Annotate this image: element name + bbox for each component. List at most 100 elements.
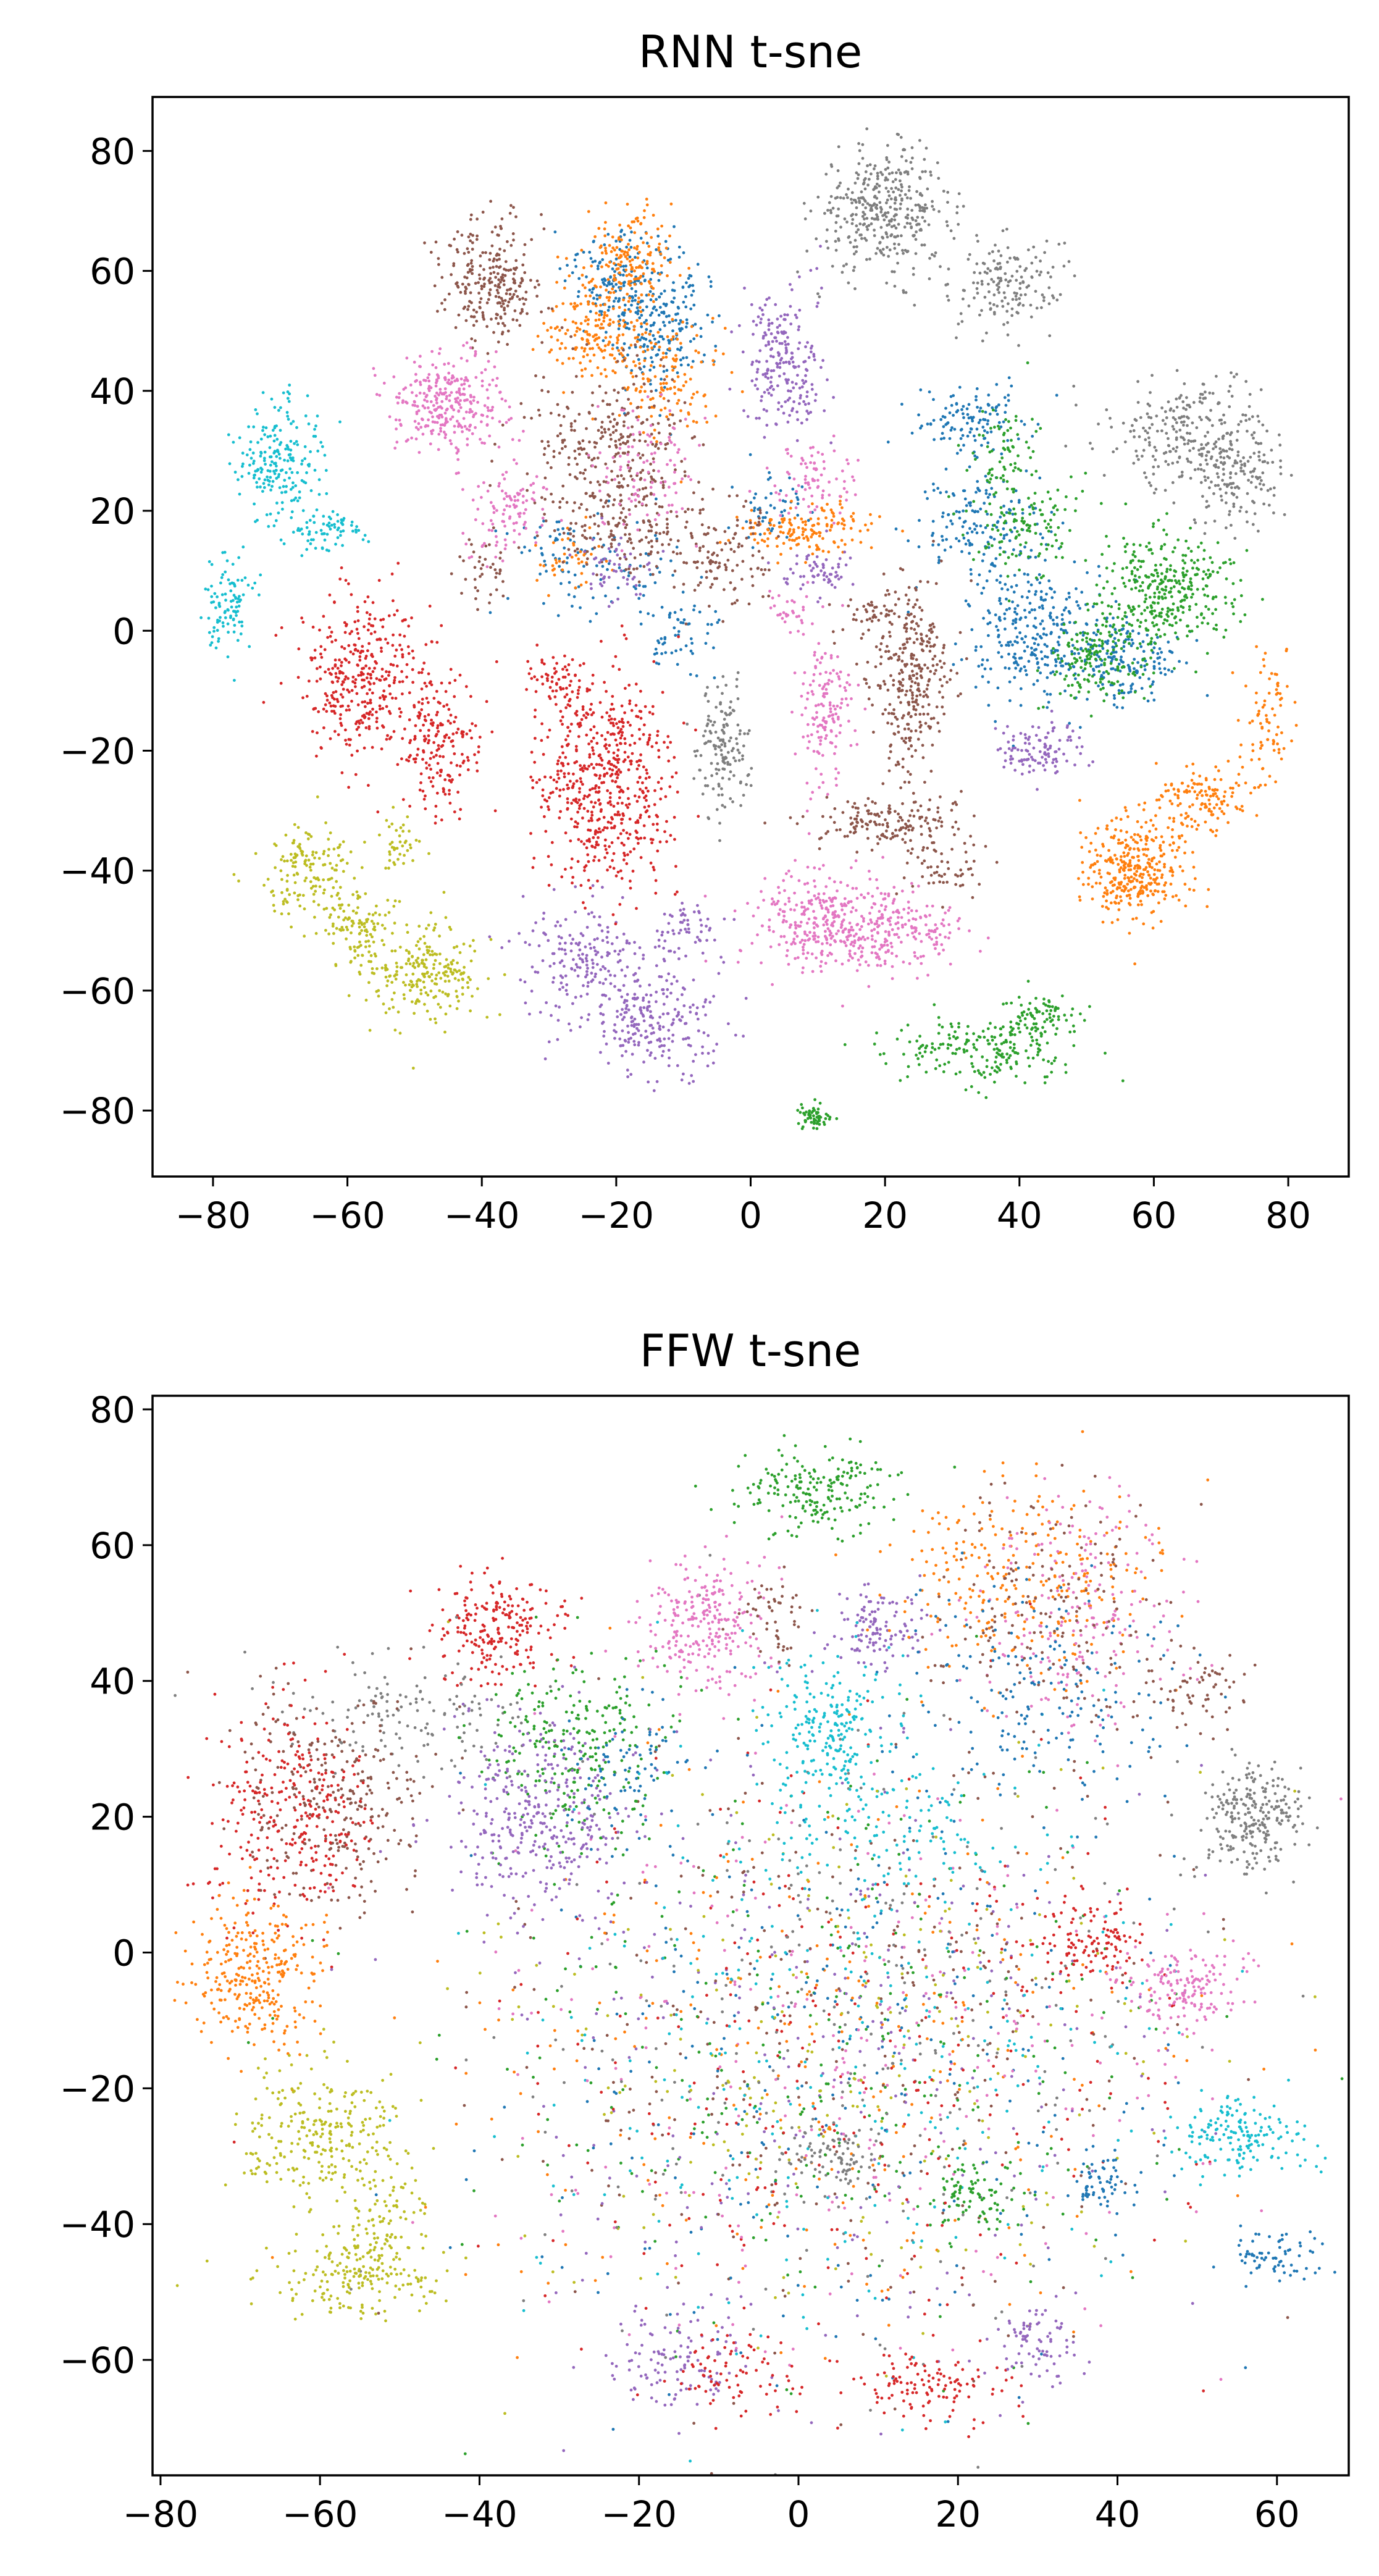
scatter-point bbox=[886, 824, 889, 828]
scatter-point bbox=[944, 416, 947, 419]
scatter-point bbox=[478, 560, 481, 563]
scatter-point bbox=[975, 645, 978, 648]
scatter-point bbox=[1177, 790, 1180, 793]
scatter-point bbox=[1041, 607, 1044, 610]
scatter-point bbox=[855, 824, 858, 828]
scatter-point bbox=[635, 416, 639, 419]
scatter-point bbox=[629, 260, 632, 263]
scatter-point bbox=[585, 563, 589, 566]
scatter-point bbox=[909, 773, 912, 776]
scatter-point bbox=[976, 287, 979, 290]
scatter-point bbox=[1020, 657, 1023, 660]
scatter-point bbox=[526, 472, 529, 476]
scatter-point bbox=[1046, 706, 1049, 709]
scatter-point bbox=[901, 249, 904, 252]
scatter-point bbox=[698, 611, 702, 614]
scatter-point bbox=[981, 283, 984, 286]
scatter-point bbox=[893, 247, 896, 250]
scatter-point bbox=[915, 622, 918, 625]
scatter-point bbox=[627, 248, 631, 251]
scatter-point bbox=[1223, 812, 1226, 815]
scatter-point bbox=[581, 448, 584, 451]
scatter-point bbox=[664, 352, 668, 355]
scatter-point bbox=[639, 553, 642, 556]
scatter-point bbox=[908, 637, 912, 640]
scatter-point bbox=[639, 564, 642, 568]
scatter-point bbox=[513, 282, 516, 285]
scatter-point bbox=[1222, 473, 1225, 476]
scatter-point bbox=[742, 527, 745, 530]
scatter-point bbox=[693, 435, 696, 438]
scatter-point bbox=[1161, 873, 1164, 876]
scatter-point bbox=[1162, 419, 1165, 422]
scatter-point bbox=[674, 319, 677, 322]
scatter-point bbox=[840, 539, 844, 542]
scatter-point bbox=[707, 718, 710, 721]
scatter-point bbox=[1063, 609, 1066, 612]
scatter-point bbox=[537, 283, 540, 287]
scatter-point bbox=[1258, 451, 1261, 454]
scatter-point bbox=[1147, 437, 1151, 440]
scatter-point bbox=[941, 684, 944, 687]
scatter-point bbox=[1096, 854, 1099, 857]
scatter-point bbox=[540, 496, 543, 499]
scatter-point bbox=[692, 492, 695, 495]
scatter-point bbox=[941, 821, 944, 824]
scatter-point bbox=[1068, 596, 1071, 599]
scatter-point bbox=[866, 529, 870, 532]
scatter-point bbox=[1220, 802, 1223, 805]
scatter-point bbox=[593, 522, 597, 526]
scatter-point bbox=[759, 509, 762, 512]
scatter-point bbox=[1194, 820, 1197, 823]
scatter-point bbox=[932, 398, 935, 401]
scatter-point bbox=[1236, 454, 1239, 457]
scatter-point bbox=[642, 498, 645, 501]
scatter-point bbox=[588, 251, 591, 254]
scatter-point bbox=[976, 387, 979, 390]
scatter-point bbox=[943, 675, 946, 678]
scatter-point bbox=[1248, 721, 1251, 724]
scatter-point bbox=[518, 298, 521, 301]
scatter-point bbox=[975, 262, 978, 266]
scatter-point bbox=[834, 230, 837, 233]
scatter-point bbox=[731, 602, 734, 605]
scatter-point bbox=[731, 371, 734, 374]
scatter-point bbox=[1013, 607, 1016, 610]
scatter-point bbox=[871, 217, 874, 220]
scatter-point bbox=[662, 389, 665, 392]
scatter-point bbox=[1111, 658, 1114, 661]
scatter-point bbox=[912, 674, 915, 677]
scatter-point bbox=[579, 550, 582, 553]
scatter-point bbox=[622, 477, 626, 480]
scatter-point bbox=[558, 329, 561, 332]
scatter-point bbox=[543, 560, 546, 563]
scatter-point bbox=[919, 388, 922, 392]
scatter-point bbox=[634, 364, 637, 367]
scatter-point bbox=[595, 573, 598, 576]
scatter-point bbox=[464, 292, 467, 295]
scatter-point bbox=[721, 710, 724, 713]
scatter-point bbox=[908, 586, 911, 589]
scatter-point bbox=[961, 320, 964, 323]
scatter-point bbox=[926, 847, 929, 850]
scatter-point bbox=[632, 547, 635, 550]
scatter-point bbox=[915, 204, 918, 207]
scatter-point bbox=[699, 581, 702, 584]
scatter-point bbox=[590, 291, 593, 294]
scatter-point bbox=[1048, 302, 1051, 305]
scatter-point bbox=[750, 568, 753, 571]
scatter-point bbox=[1036, 307, 1039, 310]
scatter-point bbox=[884, 594, 887, 597]
scatter-point bbox=[640, 325, 643, 329]
scatter-point bbox=[1120, 658, 1123, 661]
scatter-point bbox=[1105, 906, 1108, 909]
scatter-point bbox=[933, 438, 936, 441]
scatter-point bbox=[893, 215, 896, 218]
scatter-point bbox=[692, 360, 695, 363]
scatter-point bbox=[671, 329, 674, 332]
scatter-point bbox=[1112, 616, 1115, 619]
scatter-point bbox=[595, 324, 598, 327]
scatter-point bbox=[937, 820, 941, 823]
scatter-point bbox=[692, 777, 695, 780]
scatter-point bbox=[539, 563, 542, 566]
